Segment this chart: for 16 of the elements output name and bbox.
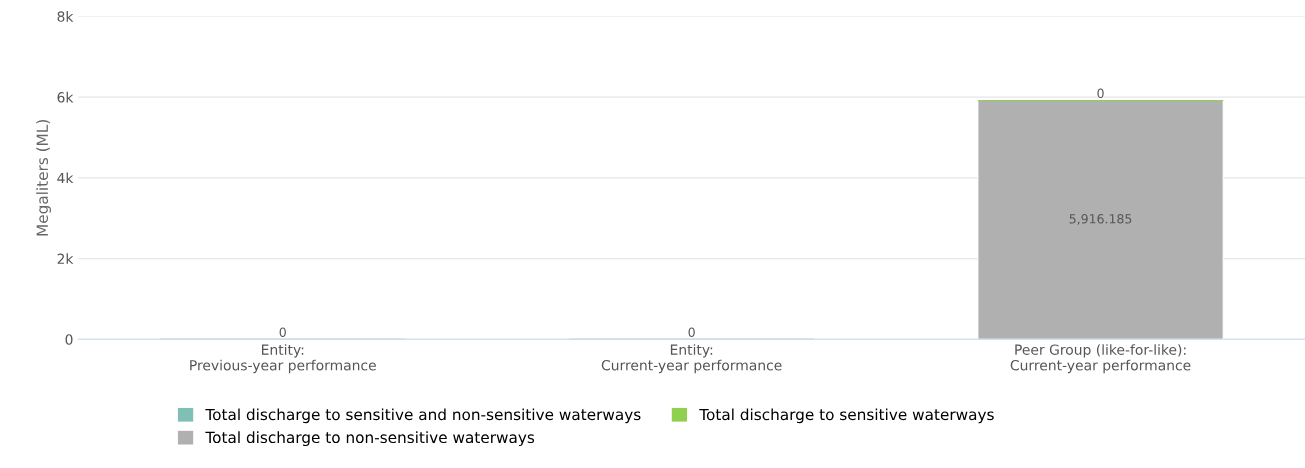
data-label: 5,916.185 (1069, 214, 1132, 225)
legend-label: Total discharge to sensitive waterways (699, 408, 994, 424)
y-axis-title: Megaliters (ML) (36, 120, 51, 236)
data-label: 0 (279, 327, 286, 337)
y-tick-label: 4k (57, 172, 74, 184)
x-tick-label: Peer Group (like-for-like): Current-year performance (1010, 344, 1191, 374)
data-label: 0 (688, 327, 695, 337)
y-tick-label: 0 (65, 334, 73, 345)
y-tick-label: 6k (57, 91, 74, 103)
legend-label: Total discharge to non-sensitive waterways (205, 431, 535, 447)
x-tick-label: Entity: Previous-year performance (190, 344, 376, 374)
legend-label: Total discharge to sensitive and non-sensitive waterways (205, 408, 641, 424)
data-label: 0 (1097, 88, 1104, 99)
y-tick-label: 8k (57, 11, 74, 22)
x-tick-label: Entity: Current-year performance (601, 344, 782, 374)
y-tick-label: 2k (57, 253, 74, 264)
